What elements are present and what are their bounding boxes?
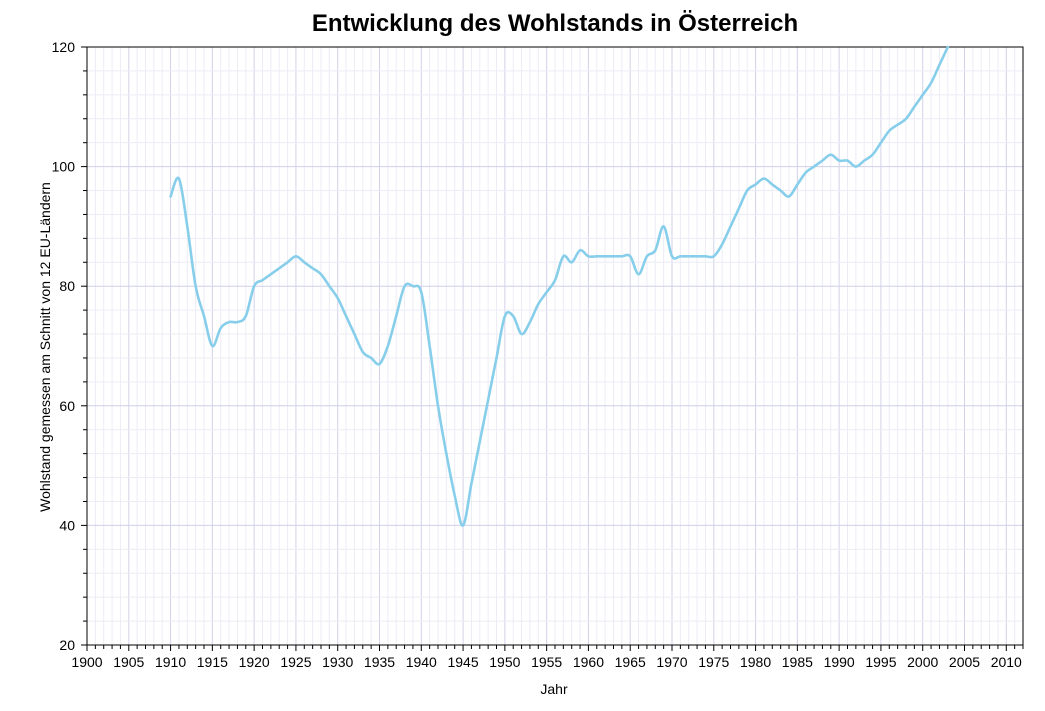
- x-tick-label: 1995: [865, 654, 896, 670]
- y-tick-label: 40: [59, 517, 75, 533]
- x-tick-label: 1915: [197, 654, 228, 670]
- x-tick-label: 1980: [740, 654, 771, 670]
- x-tick-label: 1920: [239, 654, 270, 670]
- y-tick-label: 60: [59, 398, 75, 414]
- x-tick-label: 2010: [991, 654, 1022, 670]
- x-tick-label: 2000: [907, 654, 938, 670]
- x-tick-label: 1940: [406, 654, 437, 670]
- y-tick-label: 100: [52, 159, 76, 175]
- axes: [81, 46, 1024, 651]
- x-tick-label: 1960: [573, 654, 604, 670]
- x-tick-label: 1905: [113, 654, 144, 670]
- x-axis-label: Jahr: [540, 681, 568, 697]
- x-tick-label: 1945: [447, 654, 478, 670]
- x-tick-label: 1935: [364, 654, 395, 670]
- plot-frame: [86, 46, 1024, 646]
- x-tick-label: 1990: [824, 654, 855, 670]
- x-tick-label: 1955: [531, 654, 562, 670]
- x-tick-label: 1900: [71, 654, 102, 670]
- grid: [86, 46, 1024, 646]
- x-tick-label: 1965: [615, 654, 646, 670]
- x-axis-ticks: 1900 1905 1910 1915 1920 1925 1930 1935 1940 1945…: [71, 654, 1022, 670]
- series: [169, 45, 950, 527]
- series-line: [169, 45, 950, 527]
- x-tick-label: 1925: [280, 654, 311, 670]
- y-axis-label: Wohlstand gemessen am Schnitt von 12 EU-…: [37, 182, 53, 512]
- chart-title: Entwicklung des Wohlstands in Österreich: [312, 10, 798, 37]
- x-tick-label: 1970: [656, 654, 687, 670]
- x-tick-label: 1910: [155, 654, 186, 670]
- x-tick-label: 1975: [698, 654, 729, 670]
- x-tick-label: 1950: [489, 654, 520, 670]
- y-tick-label: 120: [52, 39, 76, 55]
- x-tick-label: 1985: [782, 654, 813, 670]
- y-axis-ticks: 20 40 60 80 100 120: [52, 39, 76, 653]
- y-tick-label: 20: [59, 637, 75, 653]
- x-tick-label: 1930: [322, 654, 353, 670]
- y-tick-label: 80: [59, 278, 75, 294]
- x-tick-label: 2005: [949, 654, 980, 670]
